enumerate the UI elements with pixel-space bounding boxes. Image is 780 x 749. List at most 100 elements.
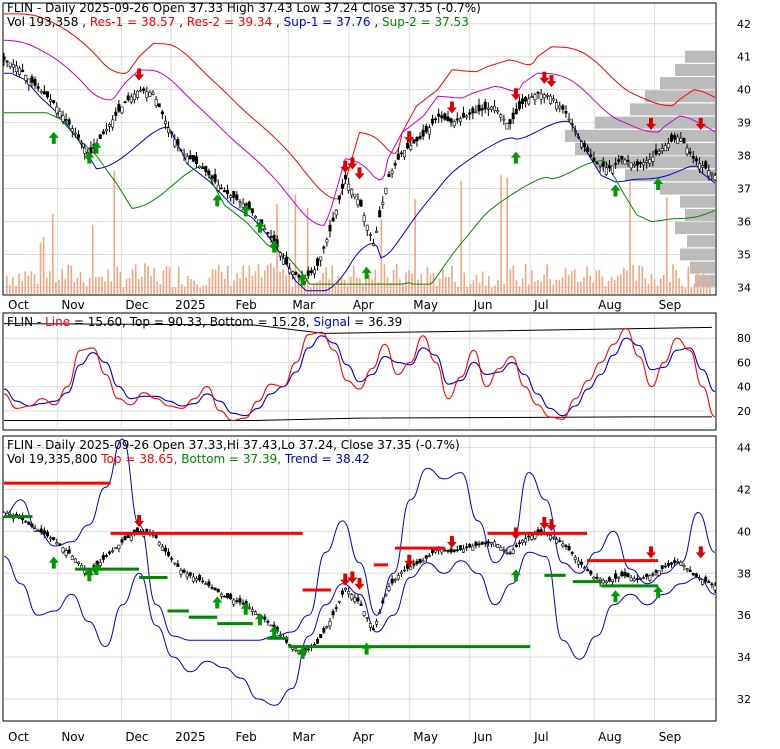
candle-body: [455, 549, 459, 552]
candle-body: [356, 198, 360, 206]
panel2-top: Top = 90.33,: [129, 315, 210, 329]
volume-bar: [24, 271, 27, 294]
volume-bar: [438, 278, 441, 294]
candle-body: [222, 595, 226, 598]
candle-body: [334, 209, 338, 216]
candle-body: [219, 187, 223, 190]
volume-bar: [426, 267, 429, 294]
candle-body: [446, 116, 450, 122]
candle-body: [670, 134, 674, 142]
candle-body: [250, 208, 254, 214]
candle-body: [486, 541, 490, 544]
candle-body: [598, 164, 602, 167]
sell-arrow: [340, 160, 351, 173]
candle-body: [434, 549, 438, 553]
candle-body: [666, 143, 670, 148]
volume-bar: [6, 275, 8, 294]
volume-bar: [346, 286, 349, 294]
candle-body: [266, 232, 270, 234]
candle-body: [176, 563, 180, 567]
volume-bar: [288, 265, 291, 294]
volume-bar: [33, 273, 36, 294]
buy-arrow: [610, 184, 621, 197]
panel3-title: FLIN - Daily 2025-09-26 Open 37.33,Hi 37…: [7, 438, 460, 452]
candle-body: [688, 151, 692, 154]
volume-bar: [623, 268, 625, 294]
panel2-frame: [2, 312, 717, 431]
candle-body: [30, 76, 34, 83]
candle-body: [493, 105, 497, 111]
y-tick-label: 40: [737, 84, 751, 97]
volume-bar: [469, 284, 472, 294]
volume-bar: [52, 213, 54, 294]
candle-body: [642, 162, 646, 166]
candle-body: [430, 118, 434, 124]
volume-bar: [561, 277, 564, 294]
candle-body: [654, 149, 658, 155]
volume-bar: [537, 279, 539, 294]
candle-body: [213, 174, 217, 183]
sell-arrow: [134, 514, 145, 527]
buy-arrow: [84, 569, 95, 582]
candle-body: [654, 570, 658, 573]
candle-body: [611, 165, 615, 174]
candle-body: [486, 107, 490, 110]
candle-body: [77, 561, 81, 564]
y-tick-label: 36: [737, 216, 751, 229]
volume-bar: [270, 263, 272, 294]
volume-bar: [282, 269, 284, 294]
candle-body: [328, 620, 332, 627]
candle-body: [101, 131, 105, 135]
x-tick-label: Mar: [292, 730, 315, 744]
candle-body: [452, 121, 456, 127]
volume-bar: [85, 285, 88, 294]
x-tick-label: Sep: [659, 298, 682, 312]
candle-body: [502, 549, 506, 552]
candle-body: [412, 563, 416, 566]
candle-body: [458, 118, 462, 122]
candle-body: [359, 200, 363, 207]
volume-bar: [616, 275, 619, 294]
volume-bar: [27, 275, 30, 294]
volume-bar: [254, 271, 257, 294]
volume-bar: [383, 264, 386, 294]
buy-arrow: [297, 273, 308, 286]
volume-bar: [30, 271, 33, 294]
candle-body: [552, 98, 556, 101]
volume-bar: [518, 286, 521, 294]
candle-body: [505, 552, 509, 555]
candle-body: [626, 573, 630, 578]
signal-line: [3, 335, 716, 417]
volume-bar: [168, 267, 171, 294]
volume-bar: [322, 273, 324, 294]
volume-bar: [328, 279, 330, 294]
candle-body: [120, 106, 124, 114]
buy-arrow: [240, 204, 251, 217]
candle-body: [576, 135, 580, 138]
candle-body: [148, 91, 152, 97]
candle-body: [567, 546, 571, 551]
candle-body: [253, 611, 257, 615]
x-tick-label: Feb: [236, 298, 257, 312]
candle-body: [163, 547, 167, 552]
candle-body: [123, 101, 127, 104]
volume-bar: [257, 263, 260, 294]
candle-body: [406, 143, 410, 149]
y-tick-label: 60: [737, 356, 751, 369]
volume-bar: [291, 286, 294, 294]
volume-bar: [236, 272, 238, 294]
candle-body: [114, 111, 118, 116]
candle-body: [89, 147, 93, 154]
x-tick-label: May: [413, 730, 438, 744]
candle-body: [601, 162, 605, 167]
volume-bar: [687, 266, 690, 294]
volume-bar: [119, 271, 122, 294]
candle-body: [210, 175, 214, 179]
candle-body: [77, 134, 81, 139]
candle-body: [713, 585, 717, 591]
candle-body: [660, 565, 664, 570]
candle-body: [312, 269, 316, 275]
volume-bar: [460, 180, 462, 294]
candle-body: [396, 153, 400, 160]
volume-bar: [472, 280, 475, 294]
